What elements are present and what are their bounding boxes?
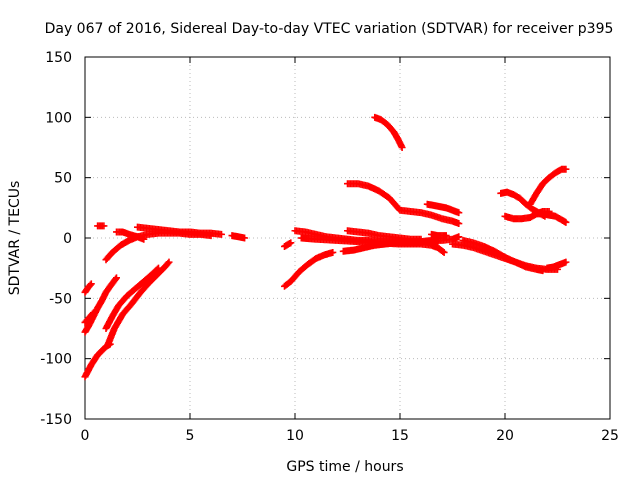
- series-arc-1: [81, 340, 114, 381]
- data-point: [562, 218, 570, 226]
- x-tick-label: 15: [391, 428, 409, 444]
- data-point: [113, 274, 120, 282]
- data-point: [434, 238, 442, 246]
- series-arc-17: [344, 227, 425, 243]
- chart-title: Day 067 of 2016, Sidereal Day-to-day VTE…: [45, 21, 614, 37]
- data-point: [455, 233, 463, 241]
- data-point: [112, 275, 120, 283]
- data-point: [562, 258, 570, 266]
- series-arc-26: [526, 165, 570, 208]
- y-axis-label: SDTVAR / TECUs: [7, 181, 23, 296]
- series-arc-27: [533, 210, 570, 226]
- data-point: [140, 235, 148, 243]
- data-point: [398, 144, 406, 151]
- data-point: [165, 258, 173, 266]
- series-arc-3: [102, 264, 162, 332]
- data-point: [241, 234, 249, 242]
- y-tick-label: 100: [45, 110, 72, 126]
- x-tick-label: 25: [601, 428, 619, 444]
- series-arc-12: [281, 248, 337, 290]
- series-arc-21: [428, 230, 450, 240]
- data-point: [155, 264, 162, 272]
- data-point: [417, 235, 425, 243]
- data-point: [100, 222, 108, 230]
- x-axis-label: GPS time / hours: [286, 459, 403, 475]
- axis-ticks: 0 5 10 15 20 25 -150 -100 -50 0 50 100 150: [40, 50, 619, 444]
- series-arc-13: [281, 239, 295, 250]
- data-point: [287, 239, 295, 247]
- x-tick-label: 10: [286, 428, 304, 444]
- data-point: [89, 309, 97, 317]
- data-point: [329, 248, 337, 256]
- data-point: [455, 220, 463, 228]
- data-point: [87, 280, 95, 288]
- series-arc-6: [81, 309, 97, 326]
- data-point: [88, 310, 96, 318]
- series-arc-23: [459, 236, 547, 275]
- series-arc-11: [228, 232, 249, 242]
- y-tick-label: 150: [45, 50, 72, 66]
- y-tick-label: 50: [54, 171, 72, 187]
- data-point: [442, 232, 450, 240]
- data-point: [218, 230, 225, 238]
- data-point: [440, 248, 448, 256]
- series-arc-18: [344, 180, 463, 228]
- data-point: [455, 209, 463, 217]
- series-arc-28: [543, 258, 570, 272]
- series-arc-10: [134, 223, 225, 238]
- y-tick-label: 0: [63, 231, 72, 247]
- x-tick-label: 5: [186, 428, 195, 444]
- plot-frame: [84, 56, 611, 420]
- series-arc-5: [81, 280, 95, 296]
- series-arc-2: [104, 258, 173, 348]
- series-arc-20: [423, 200, 463, 217]
- series-arc-4: [81, 274, 120, 336]
- series-arc-19: [371, 113, 406, 151]
- series-arc-9: [113, 228, 148, 243]
- y-tick-label: -100: [40, 352, 72, 368]
- data-point: [86, 281, 94, 289]
- y-tick-label: -150: [40, 412, 72, 428]
- data-points: [81, 113, 570, 381]
- data-point: [439, 248, 447, 256]
- data-point: [153, 265, 161, 273]
- x-tick-label: 0: [81, 428, 90, 444]
- y-tick-label: -50: [49, 291, 72, 307]
- data-point: [164, 259, 172, 267]
- x-tick-label: 20: [496, 428, 514, 444]
- data-point: [539, 267, 547, 275]
- data-point: [562, 165, 570, 173]
- series-arc-7: [94, 222, 108, 230]
